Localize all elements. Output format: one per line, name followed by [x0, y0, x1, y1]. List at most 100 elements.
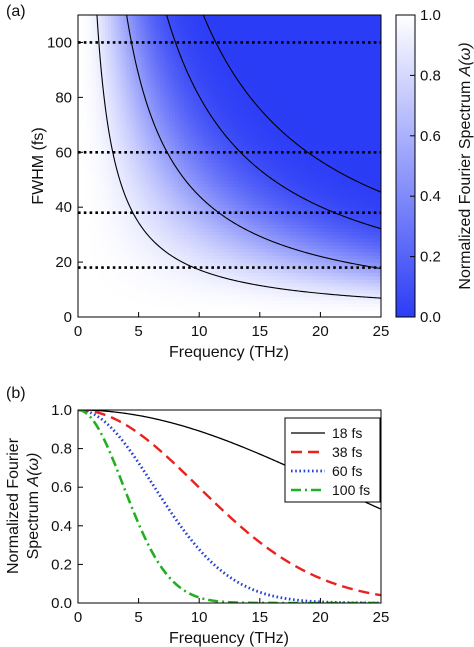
heatmap-cell [284, 179, 288, 184]
heatmap-cell [359, 313, 364, 317]
heatmap-cell [99, 286, 103, 291]
heatmap-cell [132, 145, 137, 150]
heatmap-cell [132, 238, 137, 243]
heatmap-cell [359, 303, 364, 308]
heatmap-cell [284, 241, 288, 246]
heatmap-cell [196, 179, 200, 184]
heatmap-cell [165, 255, 170, 260]
heatmap-cell [87, 190, 91, 195]
heatmap-cell [211, 145, 215, 150]
heatmap-cell [214, 234, 218, 239]
heatmap-cell [211, 244, 215, 249]
heatmap-cell [111, 145, 115, 150]
heatmap-cell [111, 190, 115, 195]
heatmap-cell [232, 145, 237, 150]
heatmap-cell [165, 186, 170, 191]
heatmap-cell [214, 220, 218, 225]
heatmap-cell [232, 227, 237, 232]
heatmap-cell [111, 207, 115, 212]
heatmap-cell [208, 193, 212, 198]
heatmap-cell [147, 275, 152, 280]
heatmap-cell [93, 292, 97, 298]
heatmap-cell [171, 275, 176, 280]
heatmap-cell [211, 258, 215, 263]
heatmap-cell [187, 238, 191, 243]
heatmap-cell [181, 186, 185, 191]
heatmap-cell [184, 248, 188, 253]
heatmap-cell [199, 227, 203, 232]
heatmap-cell [290, 248, 294, 253]
heatmap-cell [181, 310, 185, 315]
heatmap-cell [350, 303, 355, 308]
heatmap-cell [356, 272, 361, 277]
heatmap-cell [359, 272, 364, 277]
heatmap-cell [187, 299, 191, 304]
heatmap-cell [362, 255, 367, 260]
heatmap-cell [314, 272, 318, 277]
heatmap-cell [114, 210, 118, 215]
heatmap-cell [238, 176, 243, 181]
heatmap-cell [187, 155, 191, 160]
heatmap-cell [184, 272, 188, 277]
heatmap-cell [220, 196, 225, 201]
heatmap-cell [250, 162, 255, 167]
heatmap-cell [111, 193, 115, 198]
heatmap-cell [368, 258, 373, 263]
heatmap-cell [341, 238, 346, 243]
heatmap-cell [120, 272, 125, 277]
heatmap-cell [277, 217, 282, 222]
heatmap-cell [90, 238, 94, 243]
heatmap-cell [184, 238, 188, 243]
heatmap-cell [314, 200, 318, 205]
heatmap-cell [202, 251, 206, 256]
heatmap-cell [353, 265, 358, 270]
heatmap-cell [287, 282, 291, 287]
heatmap-cell [144, 159, 149, 164]
heatmap-cell [153, 200, 158, 205]
heatmap-cell [162, 244, 167, 249]
heatmap-cell [226, 282, 231, 287]
heatmap-cell [229, 255, 234, 260]
heatmap-cell [126, 238, 131, 243]
heatmap-cell [287, 159, 291, 164]
heatmap-cell [187, 251, 191, 256]
heatmap-cell [159, 152, 164, 157]
heatmap-cell [347, 169, 352, 174]
heatmap-cell [247, 251, 252, 256]
heatmap-cell [171, 148, 176, 153]
heatmap-cell [302, 214, 306, 219]
heatmap-cell [99, 279, 103, 284]
heatmap-cell [174, 255, 179, 260]
heatmap-cell [123, 148, 128, 153]
heatmap-cell [265, 190, 270, 195]
heatmap-cell [256, 306, 261, 311]
heatmap-cell [250, 299, 255, 304]
heatmap-cell [177, 282, 182, 287]
heatmap-cell [244, 306, 249, 311]
heatmap-cell [362, 148, 367, 153]
heatmap-cell [126, 282, 131, 287]
heatmap-cell [293, 282, 297, 287]
heatmap-cell [281, 262, 285, 267]
heatmap-cell [99, 258, 103, 263]
heatmap-cell [287, 275, 291, 280]
heatmap-cell [78, 296, 82, 301]
heatmap-cell [235, 265, 240, 270]
heatmap-cell [217, 299, 222, 304]
heatmap-cell [250, 251, 255, 256]
heatmap-cell [214, 190, 218, 195]
heatmap-cell [232, 272, 237, 277]
heatmap-cell [338, 196, 343, 201]
heatmap-cell [165, 292, 170, 298]
heatmap-cell [305, 238, 309, 243]
heatmap-cell [93, 306, 97, 311]
heatmap-cell [144, 214, 149, 219]
heatmap-cell [87, 234, 91, 239]
heatmap-cell [305, 282, 309, 287]
heatmap-cell [353, 224, 358, 229]
heatmap-cell [208, 214, 212, 219]
heatmap-cell [162, 296, 167, 301]
heatmap-cell [226, 214, 231, 219]
heatmap-cell [347, 258, 352, 263]
heatmap-cell [323, 210, 328, 215]
